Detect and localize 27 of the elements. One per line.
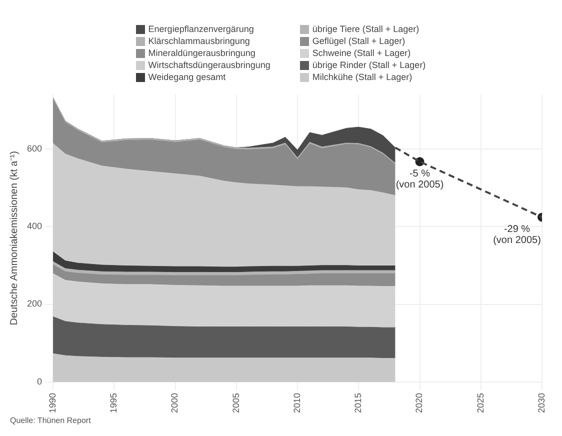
annotation: -5 % (von 2005) (396, 168, 444, 190)
source-note: Quelle: Thünen Report (10, 416, 92, 425)
x-tick-label: 2020 (414, 392, 424, 414)
x-tick-label: 1990 (48, 392, 58, 414)
legend-label: Klärschlammausbringung (148, 36, 250, 47)
legend-label: Wirtschaftsdüngerausbringung (148, 60, 270, 71)
legend-label: Milchkühe (Stall + Lager) (312, 72, 412, 83)
x-tick-label: 2000 (170, 392, 180, 414)
legend-label: übrige Rinder (Stall + Lager) (312, 60, 426, 71)
legend-label: Geflügel (Stall + Lager) (312, 36, 406, 47)
y-tick-label: 200 (26, 298, 42, 309)
x-tick-label: 2025 (475, 392, 486, 414)
legend-label: Energiepflanzenvergärung (148, 24, 254, 35)
x-tick-label: 2030 (536, 392, 546, 414)
y-axis-title: Deutsche Ammoniakemissionen (kt a⁻¹) (8, 151, 20, 326)
x-tick-label: 1995 (108, 392, 119, 414)
x-tick-label: 2005 (230, 392, 241, 414)
annotation: -29 % (von 2005) (493, 224, 541, 246)
legend-label: Weidegang gesamt (148, 72, 226, 83)
x-tick-label: 2015 (353, 392, 364, 414)
legend-label: Mineraldüngerausbringung (148, 48, 256, 59)
legend-label: übrige Tiere (Stall + Lager) (312, 24, 420, 35)
y-tick-label: 400 (26, 221, 42, 232)
y-tick-label: 0 (37, 376, 42, 386)
x-tick-label: 2010 (292, 392, 302, 414)
y-tick-label: 600 (26, 143, 42, 154)
legend-label: Schweine (Stall + Lager) (312, 48, 411, 59)
